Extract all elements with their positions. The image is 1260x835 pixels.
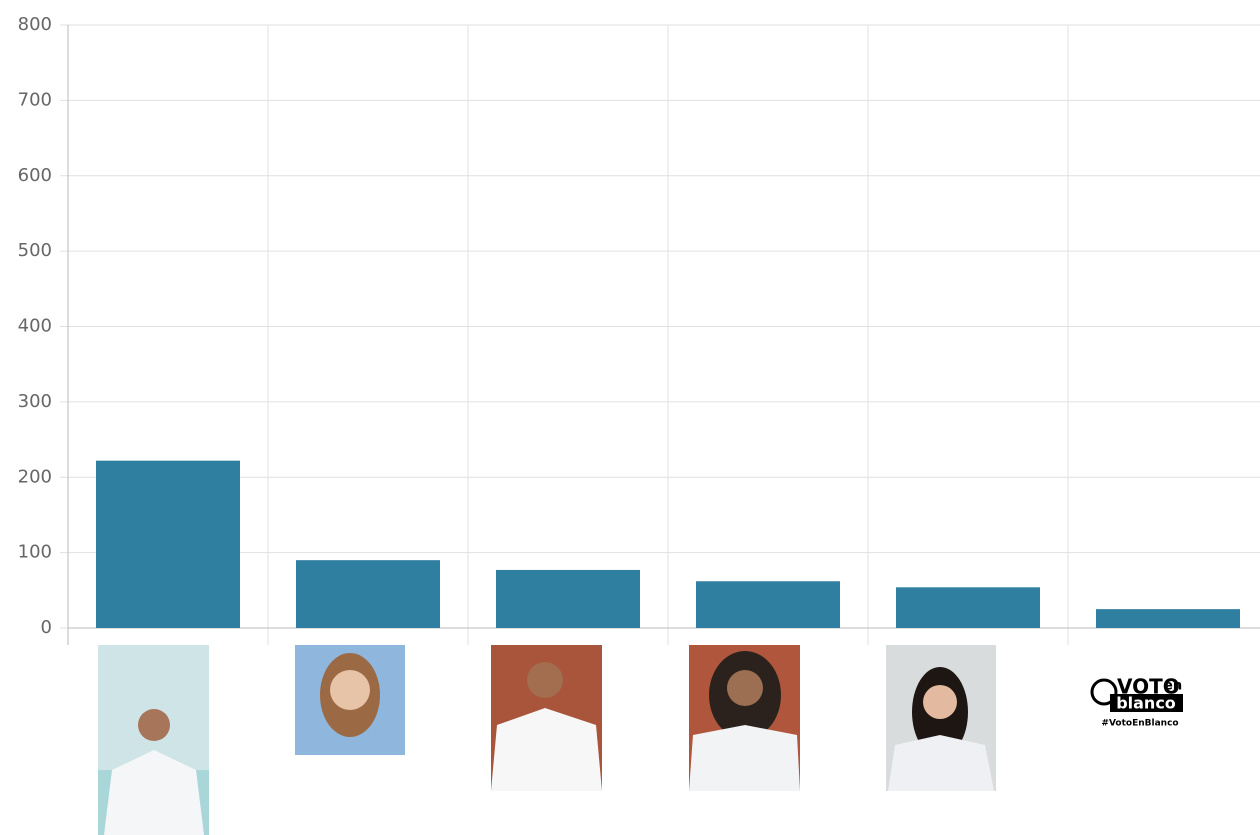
- logo-hand: [1092, 680, 1116, 704]
- y-tick-label: 700: [18, 89, 52, 110]
- logo-small: en: [1164, 679, 1182, 694]
- photo-face: [330, 670, 370, 710]
- bar: [496, 570, 640, 628]
- bar: [1096, 609, 1240, 628]
- photo-face: [727, 670, 763, 706]
- y-tick-label: 100: [18, 542, 52, 563]
- y-tick-label: 600: [18, 165, 52, 186]
- photo-face: [527, 662, 563, 698]
- bar: [296, 560, 440, 628]
- candidate-photos: VOTO en blanco #VotoEnBlanco: [98, 645, 1183, 835]
- y-tick-label: 0: [41, 617, 52, 638]
- bar: [896, 587, 1040, 628]
- logo-second: blanco: [1116, 694, 1176, 713]
- y-tick-label: 800: [18, 14, 52, 35]
- photo-shirt: [689, 725, 800, 791]
- photo-face: [138, 709, 170, 741]
- y-tick-label: 200: [18, 466, 52, 487]
- chart: VOTO en blanco #VotoEnBlanco 0 100 200 300 4…: [0, 0, 1260, 835]
- photo-face: [923, 685, 957, 719]
- y-tick-label: 300: [18, 391, 52, 412]
- bar: [96, 461, 240, 628]
- bar: [696, 581, 840, 628]
- y-tick-label: 400: [18, 316, 52, 337]
- logo-hashtag: #VotoEnBlanco: [1101, 719, 1178, 729]
- y-tick-label: 500: [18, 240, 52, 261]
